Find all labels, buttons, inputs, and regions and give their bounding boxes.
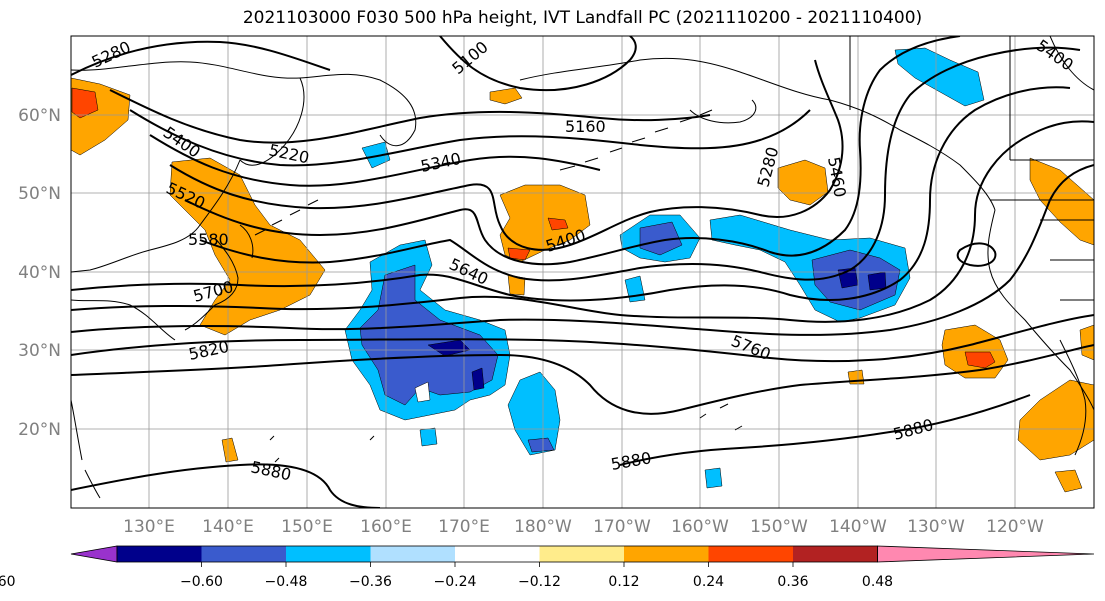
contour-label: 5160 (565, 117, 606, 136)
colorbar-ticks: −0.60 −0.48 −0.36 −0.24 −0.12 0.12 0.24 … (0, 574, 893, 590)
graticule (71, 36, 1094, 508)
map-title: 2021103000 F030 500 hPa height, IVT Land… (242, 8, 923, 28)
colorbar-tick-label: 0.12 (608, 574, 639, 590)
colorbar-segment (286, 546, 371, 562)
map-frame (70, 35, 1095, 509)
lat-label: 50°N (18, 184, 61, 204)
colorbar-segment (793, 546, 878, 562)
colorbar-segment (624, 546, 709, 562)
lon-label: 170°E (438, 517, 490, 537)
lon-label: 150°W (750, 517, 808, 537)
colorbar-segment (117, 546, 202, 562)
colorbar-extension-low (70, 545, 118, 563)
colorbar-segment (370, 546, 455, 562)
lon-label: 130°E (123, 517, 175, 537)
colorbar-segment (455, 546, 540, 562)
colorbar-tick-label: −0.48 (265, 574, 308, 590)
lon-label: 150°E (281, 517, 333, 537)
lon-label: 160°E (360, 517, 412, 537)
contour-label: 5580 (188, 230, 229, 249)
colorbar-tick-label: −0.60 (180, 574, 223, 590)
lat-label: 40°N (18, 263, 61, 283)
colorbar (70, 545, 1095, 567)
height-contours (71, 36, 1094, 508)
colorbar-tick-label: −0.36 (349, 574, 392, 590)
lon-label: 130°W (907, 517, 965, 537)
lat-label: 30°N (18, 341, 61, 361)
ivt-positive-shading (71, 77, 1094, 493)
colorbar-tick-label: 0.60 (0, 574, 16, 590)
lon-label: 160°W (671, 517, 729, 537)
colorbar-tick-label: −0.24 (434, 574, 477, 590)
latitude-labels: 60°N 50°N 40°N 30°N 20°N (18, 106, 61, 440)
colorbar-segment (539, 546, 624, 562)
lon-label: 140°E (202, 517, 254, 537)
lat-label: 60°N (18, 106, 61, 126)
longitude-labels: 130°E 140°E 150°E 160°E 170°E 180°W 170°… (123, 517, 1044, 537)
lon-label: 120°W (986, 517, 1044, 537)
colorbar-tick-label: 0.48 (862, 574, 893, 590)
lat-label: 20°N (18, 420, 61, 440)
colorbar-tick-label: 0.24 (693, 574, 724, 590)
colorbar-tick-label: −0.12 (518, 574, 561, 590)
colorbar-tick-label: 0.36 (777, 574, 808, 590)
map-panel: 5280 5100 5400 5160 5220 5340 5400 5280 … (71, 36, 1094, 508)
lon-label: 140°W (829, 517, 887, 537)
lon-label: 180°W (514, 517, 572, 537)
lon-label: 170°W (593, 517, 651, 537)
colorbar-outline (116, 545, 878, 563)
colorbar-segment (201, 546, 286, 562)
colorbar-segment (708, 546, 793, 562)
colorbar-extension-high (877, 545, 1095, 563)
